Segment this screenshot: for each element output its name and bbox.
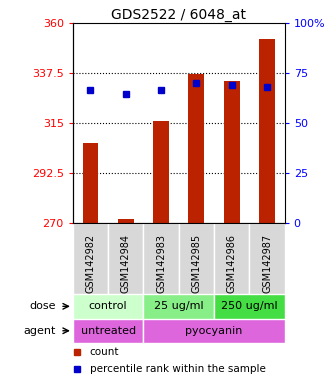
Text: percentile rank within the sample: percentile rank within the sample [90, 364, 266, 374]
Title: GDS2522 / 6048_at: GDS2522 / 6048_at [111, 8, 246, 22]
Text: control: control [89, 301, 127, 311]
Text: pyocyanin: pyocyanin [185, 326, 243, 336]
Text: 250 ug/ml: 250 ug/ml [221, 301, 278, 311]
Bar [108, 223, 143, 294]
Bar [179, 223, 214, 294]
Text: untreated: untreated [80, 326, 136, 336]
Bar [73, 223, 108, 294]
Text: GSM142983: GSM142983 [156, 234, 166, 293]
Text: agent: agent [24, 326, 56, 336]
Text: count: count [90, 347, 119, 358]
Bar [73, 294, 143, 319]
Text: GSM142982: GSM142982 [85, 234, 95, 293]
Bar [224, 81, 240, 223]
Bar [143, 294, 214, 319]
Bar [82, 143, 98, 223]
Text: GSM142984: GSM142984 [121, 234, 131, 293]
Bar [153, 121, 169, 223]
Text: GSM142986: GSM142986 [227, 234, 237, 293]
Bar [73, 319, 143, 343]
Text: GSM142985: GSM142985 [191, 234, 201, 293]
Bar [214, 294, 285, 319]
Bar [259, 39, 275, 223]
Bar [143, 319, 285, 343]
Bar [188, 74, 204, 223]
Bar [249, 223, 285, 294]
Text: dose: dose [29, 301, 56, 311]
Bar [143, 223, 179, 294]
Text: 25 ug/ml: 25 ug/ml [154, 301, 204, 311]
Text: GSM142987: GSM142987 [262, 234, 272, 293]
Bar [118, 218, 134, 223]
Bar [214, 223, 249, 294]
